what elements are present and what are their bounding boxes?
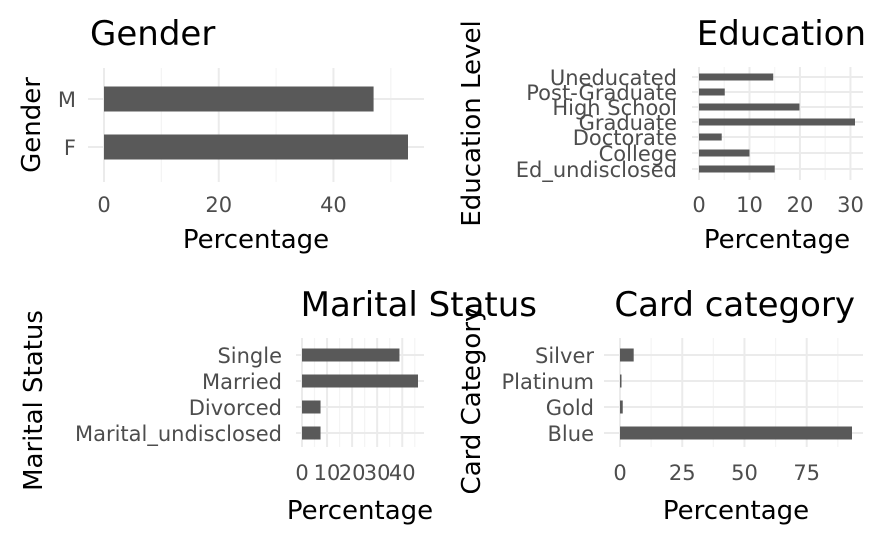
bar-college	[699, 149, 750, 157]
y-tick-label: High School	[552, 96, 677, 120]
chart-title: Education	[697, 14, 866, 54]
bar-platinum	[620, 374, 622, 388]
y-tick-label: Post-Graduate	[526, 81, 677, 105]
bar-doctorate	[699, 133, 722, 141]
y-tick-label: Blue	[548, 422, 594, 446]
x-tick-label: 40	[320, 193, 347, 217]
x-tick-label: 50	[731, 461, 758, 485]
y-tick-label: Graduate	[579, 111, 677, 135]
x-tick-label: 20	[339, 461, 366, 485]
x-tick-label: 30	[837, 193, 864, 217]
bar-married	[302, 374, 418, 388]
x-axis-title: Percentage	[663, 496, 809, 526]
y-tick-label: Married	[202, 370, 282, 394]
x-tick-label: 0	[613, 461, 626, 485]
bar-divorced	[302, 400, 321, 414]
chart-title: Card category	[614, 285, 855, 325]
bar-m	[104, 86, 374, 112]
x-tick-label: 0	[692, 193, 705, 217]
y-tick-label: Uneducated	[550, 66, 677, 90]
y-tick-label: College	[599, 142, 677, 166]
y-tick-label: Divorced	[189, 396, 282, 420]
bar-uneducated	[699, 73, 774, 81]
x-tick-label: 25	[669, 461, 696, 485]
x-tick-label: 75	[793, 461, 820, 485]
panel-marital: SingleMarriedDivorcedMarital_undisclosed…	[19, 285, 537, 526]
bar-post-graduate	[699, 88, 725, 96]
x-tick-label: 20	[205, 193, 232, 217]
y-tick-label: Ed_undisclosed	[516, 158, 677, 183]
x-tick-label: 10	[736, 193, 763, 217]
x-tick-label: 10	[314, 461, 341, 485]
x-tick-label: 20	[787, 193, 814, 217]
x-tick-label: 0	[97, 193, 110, 217]
x-tick-label: 40	[389, 461, 416, 485]
panel-gender: MF 0 20 40 Gender Percentage Gender	[17, 14, 424, 255]
x-axis-title: Percentage	[183, 225, 329, 255]
y-axis-title: Marital Status	[19, 310, 49, 491]
y-tick-label: Gold	[546, 396, 594, 420]
y-tick-label: Platinum	[501, 370, 594, 394]
bar-marital-undisclosed	[302, 426, 321, 440]
y-axis-title: Gender	[17, 77, 47, 173]
y-tick-label: Silver	[535, 344, 594, 368]
x-axis-title: Percentage	[704, 225, 850, 255]
y-tick-label: Marital_undisclosed	[75, 422, 282, 447]
y-tick-label: Doctorate	[573, 126, 677, 150]
y-tick-label: M	[58, 88, 76, 112]
y-axis-title: Card Category	[457, 307, 487, 495]
x-tick-label: 30	[364, 461, 391, 485]
bar-ed-undisclosed	[699, 165, 775, 173]
bar-silver	[620, 348, 634, 362]
y-tick-label: F	[64, 136, 76, 160]
bar-single	[302, 348, 400, 362]
y-tick-label: Single	[217, 344, 282, 368]
bar-gold	[620, 400, 623, 414]
chart-title: Gender	[90, 14, 215, 54]
bar-high-school	[699, 103, 800, 111]
x-tick-label: 0	[295, 461, 308, 485]
y-axis-title: Education Level	[457, 20, 487, 226]
chart-title: Marital Status	[301, 285, 537, 325]
x-axis-title: Percentage	[287, 496, 433, 526]
bar-graduate	[699, 118, 855, 126]
bar-f	[104, 134, 408, 160]
bar-blue	[620, 426, 852, 440]
